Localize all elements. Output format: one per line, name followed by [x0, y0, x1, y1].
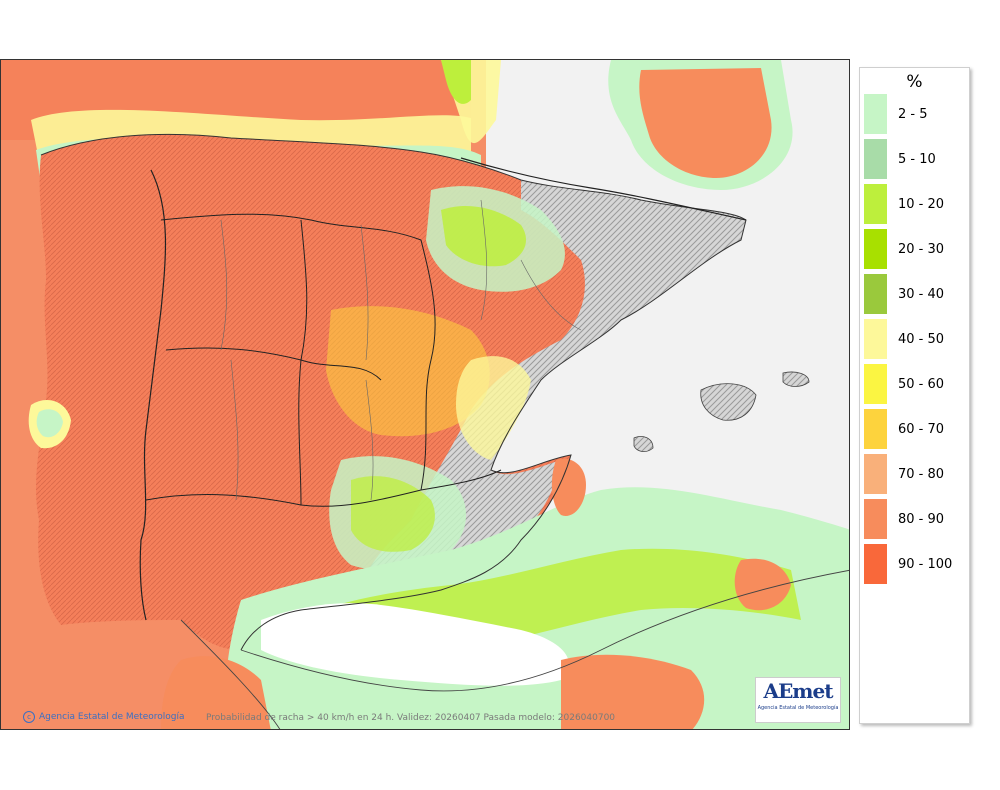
- copyright-icon: c: [23, 711, 35, 723]
- aemet-logo: AEmet Agencia Estatal de Meteorología: [755, 677, 841, 723]
- menorca: [782, 371, 810, 387]
- legend-swatch: [864, 184, 887, 224]
- logo-subtext: Agencia Estatal de Meteorología: [757, 705, 839, 711]
- legend-swatch: [864, 274, 887, 314]
- legend-row: 5 - 10: [864, 139, 936, 179]
- legend-row: 70 - 80: [864, 454, 944, 494]
- map-canvas: [1, 60, 849, 729]
- region-border-3: [145, 469, 502, 507]
- legend-swatch: [864, 454, 887, 494]
- legend: % 2 - 5 5 - 10 10 - 20 20 - 30 30 - 40 40 - 5…: [859, 67, 970, 724]
- iberia-coastline: [40, 133, 747, 651]
- africa-east-red: [561, 654, 705, 729]
- agency-credit-text: Agencia Estatal de Meteorología: [39, 712, 185, 722]
- portugal-border: [139, 169, 167, 621]
- med-east-red: [734, 558, 791, 611]
- legend-swatch: [864, 139, 887, 179]
- ibiza: [633, 436, 654, 452]
- legend-row: 10 - 20: [864, 184, 944, 224]
- legend-row: 2 - 5: [864, 94, 928, 134]
- province-borders: [220, 199, 582, 501]
- legend-label: 60 - 70: [898, 421, 945, 437]
- legend-row: 20 - 30: [864, 229, 944, 269]
- legend-label: 30 - 40: [898, 286, 945, 302]
- valencia-transition: [456, 356, 531, 460]
- cabo-red-patch: [551, 458, 586, 516]
- legend-row: 90 - 100: [864, 544, 952, 584]
- mallorca: [700, 383, 757, 421]
- legend-swatch: [864, 364, 887, 404]
- legend-row: 60 - 70: [864, 409, 944, 449]
- center-yellow: [326, 306, 490, 437]
- region-border-4: [298, 219, 308, 506]
- legend-label: 50 - 60: [898, 376, 945, 392]
- france-border: [460, 157, 747, 221]
- southeast-green: [351, 476, 435, 552]
- logo-wordmark: AEmet: [756, 678, 840, 704]
- legend-swatch: [864, 94, 887, 134]
- north-green-patch: [441, 60, 471, 104]
- legend-label: 80 - 90: [898, 511, 945, 527]
- legend-swatch: [864, 319, 887, 359]
- north-africa-coast: [180, 569, 849, 729]
- agency-credit: c Agencia Estatal de Meteorología: [23, 711, 185, 723]
- legend-label: 20 - 30: [898, 241, 945, 257]
- legend-swatch: [864, 499, 887, 539]
- alboran-white: [261, 603, 569, 686]
- legend-swatch: [864, 409, 887, 449]
- forecast-map: c Agencia Estatal de Meteorología Probab…: [0, 59, 850, 730]
- france-high-core: [639, 68, 772, 178]
- legend-label: 90 - 100: [898, 556, 953, 572]
- legend-unit: %: [906, 72, 923, 92]
- logo-text: AEmet: [763, 679, 834, 703]
- ebro-green: [441, 205, 526, 267]
- legend-label: 70 - 80: [898, 466, 945, 482]
- legend-label: 5 - 10: [898, 151, 936, 167]
- legend-label: 2 - 5: [898, 106, 928, 122]
- region-border-5: [420, 239, 436, 491]
- legend-label: 40 - 50: [898, 331, 945, 347]
- west-islet-green: [36, 409, 63, 438]
- product-description: Probabilidad de racha > 40 km/h en 24 h.…: [206, 713, 616, 723]
- legend-row: 30 - 40: [864, 274, 944, 314]
- region-border-1: [160, 213, 422, 241]
- legend-row: 50 - 60: [864, 364, 944, 404]
- legend-swatch: [864, 229, 887, 269]
- legend-row: 80 - 90: [864, 499, 944, 539]
- legend-swatch: [864, 544, 887, 584]
- legend-row: 40 - 50: [864, 319, 944, 359]
- legend-label: 10 - 20: [898, 196, 945, 212]
- north-africa-red: [161, 656, 271, 729]
